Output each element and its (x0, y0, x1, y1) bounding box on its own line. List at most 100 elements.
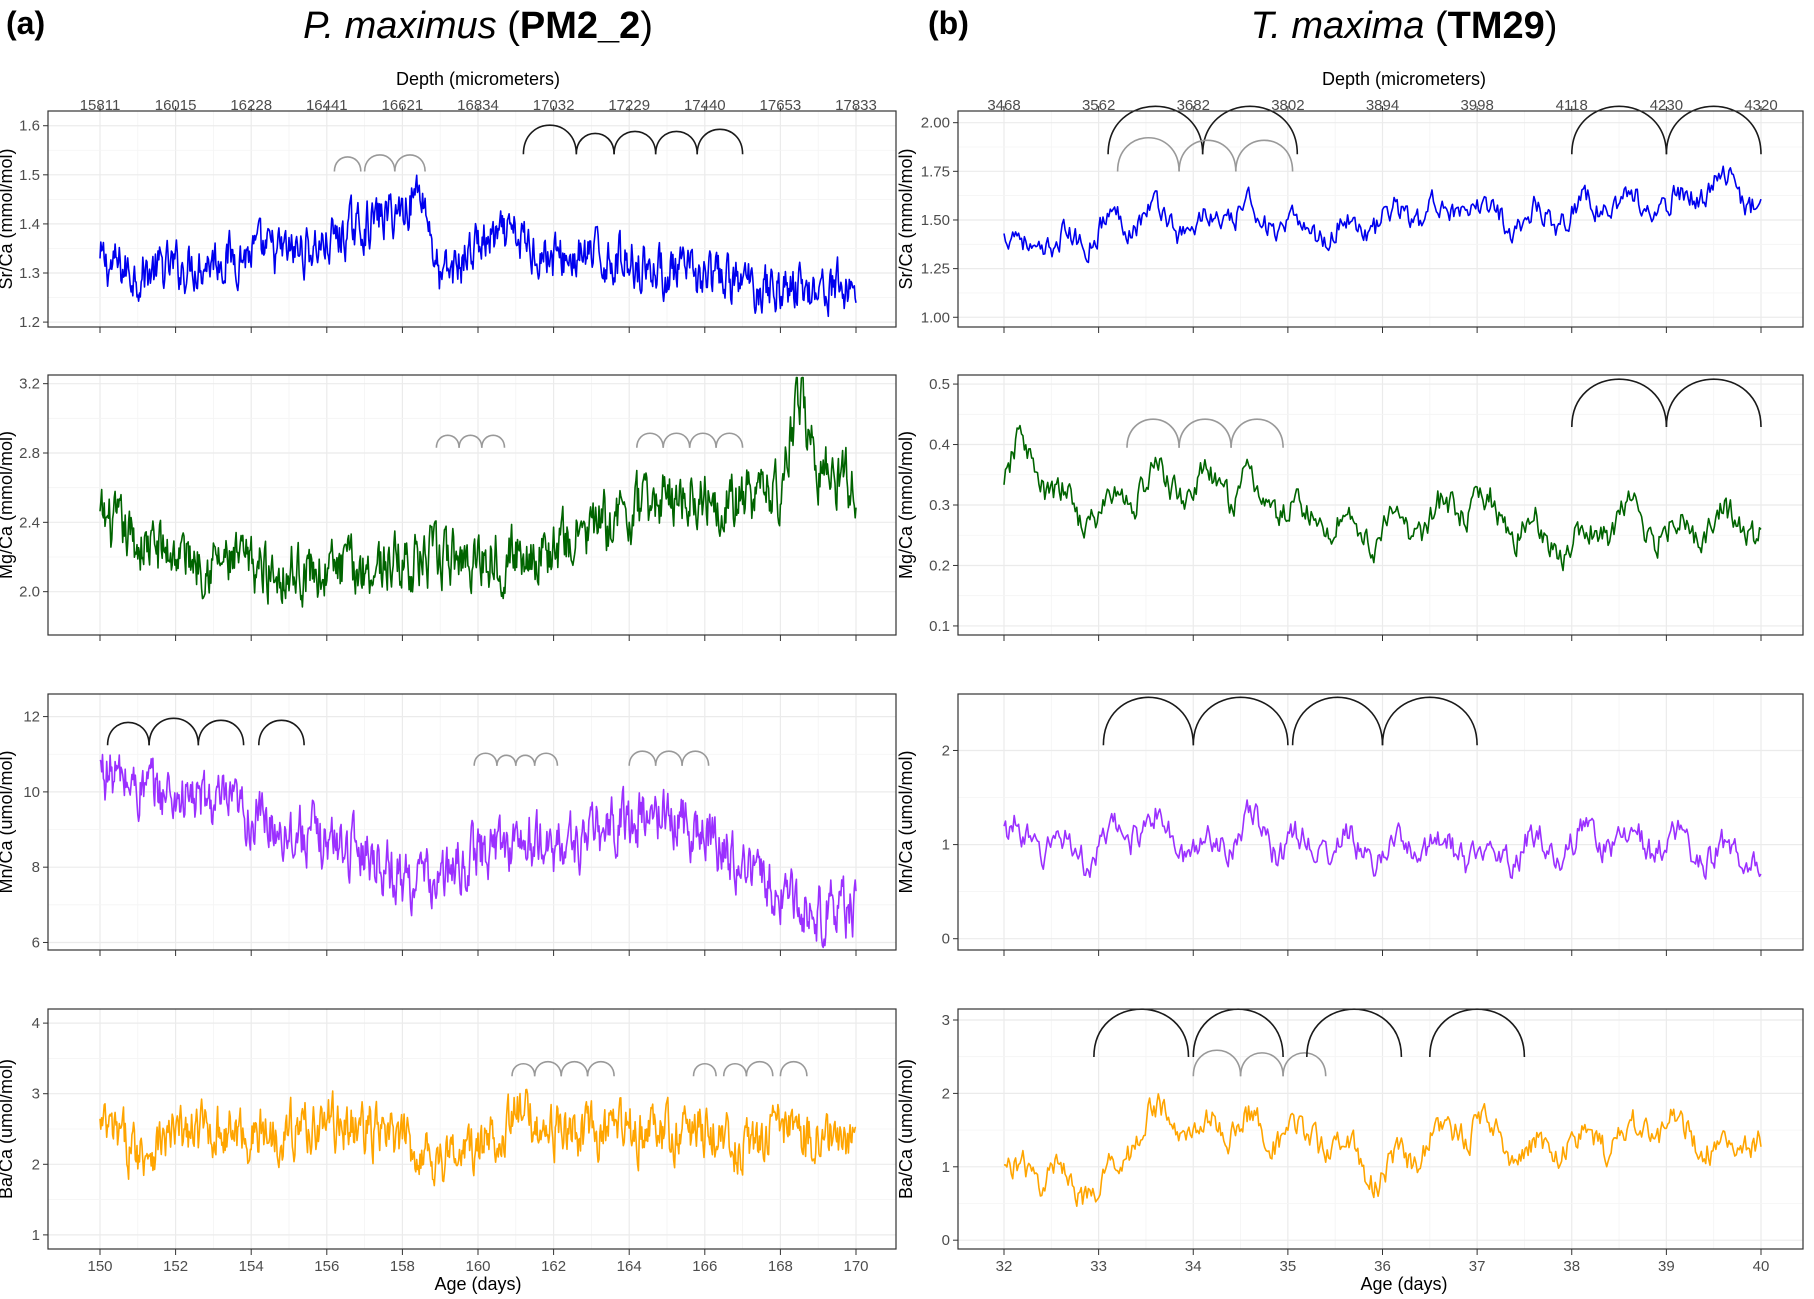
panel-b-open-paren: ( (1424, 5, 1448, 47)
y-tick-label: 12 (23, 709, 40, 726)
depth-axis-a: 15811 16015 16228 16441 16621 16834 17032 17229… (80, 97, 877, 114)
depth-tick-label: 16621 (382, 97, 424, 114)
panel-b-age-axis-title: Age (days) (1360, 1274, 1447, 1294)
panel-a-title: P. maximus (PM2_2) (303, 5, 653, 47)
y-tick-label: 0.3 (929, 497, 950, 514)
panel-a-open-paren: ( (497, 5, 521, 47)
depth-tick-label: 16441 (306, 97, 348, 114)
y-tick-label: 1 (32, 1227, 40, 1244)
y-tick-label: 1.4 (19, 216, 40, 233)
arc-black (1192, 696, 1289, 746)
y-tick-label: 8 (32, 859, 40, 876)
arc-gray (435, 434, 460, 448)
depth-tick-label: 17653 (760, 97, 802, 114)
x-tick-label: 168 (768, 1258, 793, 1275)
y-tick-label: 4 (32, 1015, 40, 1032)
arc-gray (496, 754, 517, 766)
chart-b-mg: 0.1 0.2 0.3 0.4 0.5 Mg/Ca (mmol/mol) (896, 374, 1804, 641)
series-line-mg (99, 376, 857, 608)
series-line-sr (1003, 165, 1762, 264)
x-tick-label: 35 (1280, 1258, 1297, 1275)
chart-a-mn: 6 8 10 12 Mn/Ca (umol/mol) (0, 693, 897, 956)
y-tick-label: 3.2 (19, 376, 40, 393)
arc-gray (394, 154, 426, 172)
series-line-mg (1003, 424, 1762, 572)
panel-border (47, 693, 897, 951)
y-axis-title: Mn/Ca (umol/mol) (896, 750, 916, 893)
panel-a-close-paren: ) (640, 5, 653, 47)
series-line-sr (99, 174, 857, 318)
depth-tick-label: 17229 (608, 97, 650, 114)
x-tick-label: 154 (239, 1258, 264, 1275)
panel-a-letter: (a) (6, 5, 45, 41)
y-tick-label: 0.1 (929, 618, 950, 635)
arc-gray (722, 1062, 748, 1077)
chart-b-sr: 1.00 1.25 1.50 1.75 2.00 Sr/Ca (mmol/mol) (896, 105, 1804, 333)
arc-gray (533, 752, 559, 766)
arc-black (1381, 696, 1478, 746)
x-tick-label: 33 (1090, 1258, 1107, 1275)
depth-tick-label: 16015 (155, 97, 197, 114)
arc-gray (662, 432, 691, 448)
x-tick-label: 37 (1469, 1258, 1486, 1275)
arc-gray (1239, 1052, 1284, 1077)
x-tick-label: 150 (87, 1258, 112, 1275)
panel-a-specimen: PM2_2 (520, 5, 640, 47)
y-tick-label: 2.8 (19, 445, 40, 462)
arc-gray (636, 432, 664, 448)
panel-border (47, 1008, 897, 1250)
arc-gray (654, 750, 683, 766)
arc-black (106, 721, 150, 746)
x-tick-label: 164 (617, 1258, 642, 1275)
arc-gray (745, 1061, 774, 1077)
arc-black (696, 128, 744, 155)
y-tick-label: 2 (942, 742, 950, 759)
arc-black (1665, 378, 1762, 428)
gridlines (958, 111, 1803, 327)
y-tick-label: 1.5 (19, 167, 40, 184)
series-line-ba (99, 1088, 857, 1187)
y-tick-label: 2 (32, 1156, 40, 1173)
y-tick-label: 2.4 (19, 514, 40, 531)
arc-black (613, 130, 657, 155)
arc-gray (473, 752, 498, 766)
arc-gray (458, 434, 483, 448)
arc-black (1107, 105, 1204, 155)
y-axis-title: Ba/Ca (umol/mol) (0, 1059, 16, 1199)
y-tick-label: 3 (942, 1012, 950, 1029)
arc-gray (1235, 139, 1294, 172)
depth-tick-label: 15811 (80, 97, 121, 114)
x-tick-label: 32 (996, 1258, 1013, 1275)
y-tick-label: 2.0 (19, 584, 40, 601)
chart-b-ba: 0 1 2 3 Ba/Ca (umol/mol) 32 33 34 35 36 37 38 39 40 (896, 1008, 1804, 1275)
x-tick-label: 162 (541, 1258, 566, 1275)
panel-a-age-axis-title: Age (days) (434, 1274, 521, 1294)
panel-b-letter: (b) (928, 5, 969, 41)
arc-gray (1178, 139, 1237, 172)
x-tick-label: 156 (314, 1258, 339, 1275)
y-tick-label: 0.5 (929, 376, 950, 393)
x-tick-label: 36 (1374, 1258, 1391, 1275)
series-line-mn (1003, 799, 1762, 880)
panel-b-close-paren: ) (1545, 5, 1558, 47)
arc-gray (560, 1061, 589, 1077)
y-tick-label: 1.6 (19, 118, 40, 135)
panel-b-specimen: TM29 (1448, 5, 1545, 47)
y-tick-label: 1.50 (921, 212, 950, 229)
panel-border (957, 110, 1804, 328)
y-axis-title: Mn/Ca (umol/mol) (0, 750, 16, 893)
y-tick-label: 6 (32, 934, 40, 951)
arc-gray (1116, 137, 1180, 172)
depth-tick-label: 17032 (533, 97, 575, 114)
depth-tick-label: 17833 (835, 97, 877, 114)
depth-tick-label: 3682 (1177, 97, 1210, 114)
depth-tick-label: 4230 (1650, 97, 1683, 114)
x-tick-label: 40 (1753, 1258, 1770, 1275)
depth-tick-label: 3562 (1082, 97, 1115, 114)
y-tick-label: 0.4 (929, 437, 950, 454)
y-axis-title: Mg/Ca (mmol/mol) (0, 431, 16, 579)
y-tick-label: 1.25 (921, 261, 950, 278)
y-tick-label: 1.00 (921, 309, 950, 326)
arc-black (1571, 378, 1668, 428)
